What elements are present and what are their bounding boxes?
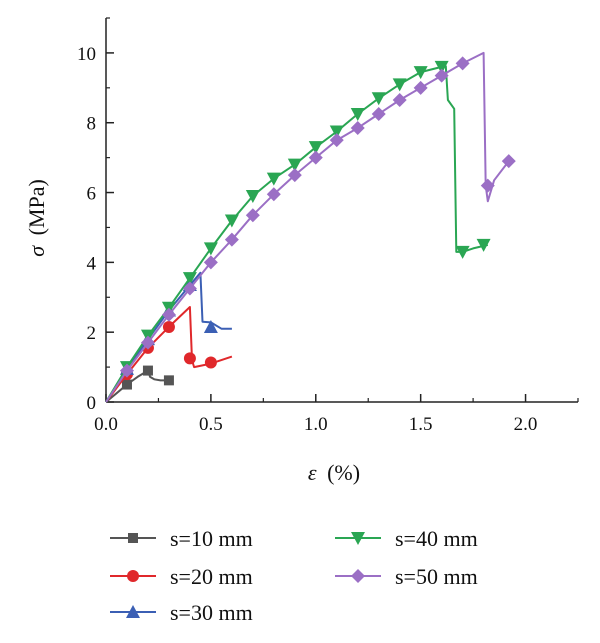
data-point [163, 375, 174, 386]
y-tick-label: 4 [87, 253, 97, 274]
data-point [455, 56, 470, 71]
data-point [204, 356, 217, 369]
legend: s=10 mm s=20 mm s=30 mm s=40 mm s=50 mm [110, 526, 478, 625]
series-layer [105, 51, 516, 403]
y-axis-title: σ (MPa) [24, 179, 49, 257]
legend-marker [128, 533, 138, 543]
data-point [161, 307, 176, 322]
legend-marker [127, 570, 139, 582]
data-point [455, 245, 470, 259]
data-point [329, 125, 344, 139]
x-tick-label: 0.0 [94, 414, 118, 435]
legend-label: s=20 mm [170, 564, 253, 589]
data-point [142, 365, 153, 376]
legend-label: s=40 mm [395, 526, 478, 551]
series-line [105, 51, 510, 403]
data-point [392, 93, 407, 108]
legend-label: s=30 mm [170, 600, 253, 625]
data-point [266, 187, 281, 202]
legend-item: s=30 mm [110, 600, 253, 625]
x-tick-label: 1.5 [409, 414, 433, 435]
series-5 [105, 51, 516, 403]
series-1 [105, 365, 174, 403]
data-point [182, 281, 197, 296]
x-axis-symbol: ε [308, 460, 317, 485]
y-tick-label: 8 [87, 114, 97, 135]
legend-marker [351, 532, 365, 545]
x-tick-label: 1.0 [304, 414, 328, 435]
y-tick-label: 6 [87, 184, 97, 205]
data-point [162, 320, 175, 333]
series-line [105, 65, 489, 403]
x-tick-label: 0.5 [199, 414, 223, 435]
data-point [182, 272, 197, 286]
series-4 [105, 60, 491, 403]
legend-item: s=50 mm [335, 564, 478, 589]
y-tick-label: 2 [87, 323, 97, 344]
legend-label: s=50 mm [395, 564, 478, 589]
data-point [245, 190, 260, 204]
data-point [434, 60, 449, 74]
data-point [224, 214, 239, 228]
y-axis-symbol: σ [24, 245, 49, 257]
y-tick-label: 10 [77, 44, 96, 65]
data-point [371, 92, 386, 106]
data-point [140, 335, 155, 350]
data-point [308, 141, 323, 155]
y-tick-label: 0 [87, 393, 97, 414]
data-point [287, 158, 302, 172]
data-point [245, 208, 260, 223]
x-axis-title: ε (%) [308, 460, 360, 485]
data-point [413, 66, 428, 80]
data-point [329, 133, 344, 148]
legend-item: s=10 mm [110, 526, 253, 551]
data-point [392, 78, 407, 92]
data-point [287, 168, 302, 183]
data-point [203, 319, 218, 333]
legend-item: s=20 mm [110, 564, 253, 589]
data-point [413, 80, 428, 95]
legend-item: s=40 mm [335, 526, 478, 551]
series-line [105, 271, 232, 403]
data-point [371, 107, 386, 121]
x-axis-unit: (%) [327, 460, 360, 485]
data-point [434, 68, 449, 83]
legend-label: s=10 mm [170, 526, 253, 551]
data-point [266, 172, 281, 186]
legend-marker [351, 569, 365, 583]
data-point [203, 255, 218, 270]
data-point [183, 352, 196, 365]
axes: 0.0 0.5 1.0 1.5 2.0 0 2 4 6 8 10 [77, 17, 579, 435]
data-point [480, 178, 495, 193]
data-point [119, 363, 134, 378]
data-point [308, 150, 323, 165]
data-point [350, 120, 365, 135]
data-point [476, 238, 491, 252]
legend-marker [126, 605, 140, 618]
data-point [203, 242, 218, 256]
series-line [105, 306, 233, 403]
data-point [121, 379, 132, 390]
data-point [501, 154, 516, 169]
data-point [350, 108, 365, 121]
y-axis-unit: (MPa) [24, 179, 49, 235]
data-point [224, 232, 239, 247]
x-tick-label: 2.0 [514, 414, 538, 435]
